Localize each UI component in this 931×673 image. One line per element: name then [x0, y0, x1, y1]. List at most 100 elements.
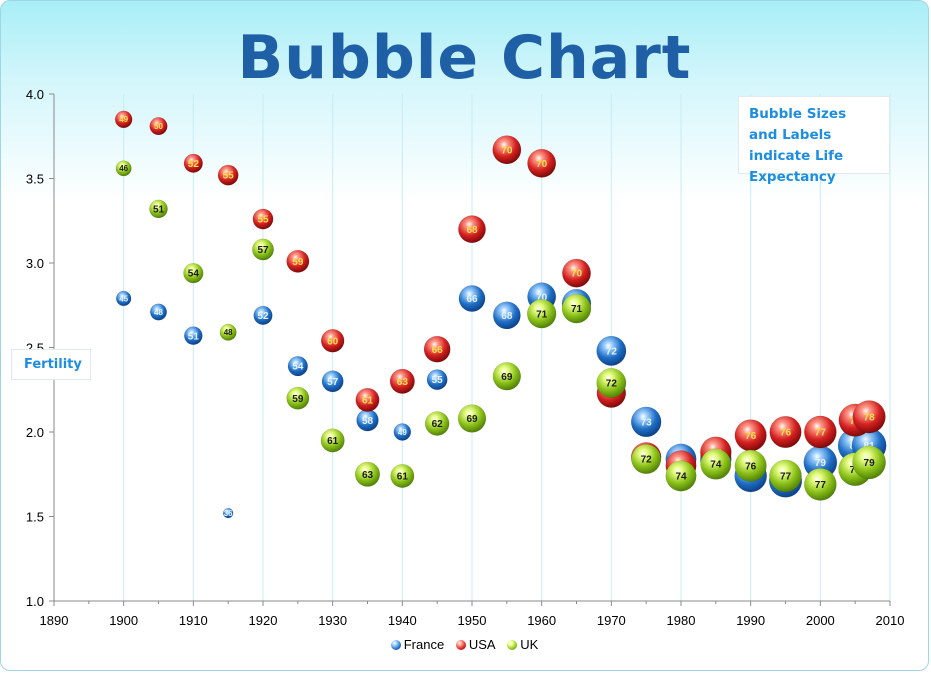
bubble-label-usa: 66	[432, 345, 444, 356]
bubble-usa	[852, 400, 886, 434]
bubble-uk	[354, 461, 381, 487]
bubble-label-uk: 72	[641, 455, 653, 466]
x-tick-label: 1900	[109, 613, 138, 628]
bubble-uk	[320, 428, 345, 453]
legend: France USA UK	[1, 637, 928, 652]
bubble-label-uk: 77	[815, 480, 827, 491]
x-tick-label: 1930	[318, 613, 347, 628]
bubble-usa	[562, 258, 591, 288]
bubble-label-usa: 63	[397, 377, 409, 388]
bubble-label-uk: 48	[224, 328, 233, 337]
bubble-label-usa: 68	[466, 225, 478, 236]
x-tick-label: 1960	[527, 613, 556, 628]
y-tick-label: 1.5	[26, 510, 44, 525]
x-tick-label: 2010	[876, 613, 905, 628]
bubble-france	[492, 301, 521, 330]
bubble-france	[287, 355, 308, 377]
bubble-uk	[665, 460, 697, 492]
bubble-france	[150, 303, 167, 321]
x-tick-label: 1920	[249, 613, 278, 628]
bubble-uk	[252, 238, 274, 261]
bubble-label-france: 73	[641, 417, 653, 428]
bubble-label-usa: 49	[119, 115, 128, 124]
y-tick-label: 2.0	[26, 425, 44, 440]
bubble-label-uk: 72	[606, 379, 618, 390]
legend-label-uk: UK	[520, 637, 539, 652]
bubble-france	[458, 285, 486, 312]
bubble-label-uk: 46	[119, 164, 128, 173]
bubble-label-uk: 59	[292, 394, 304, 405]
legend-label-france: France	[403, 637, 445, 652]
bubble-usa	[492, 135, 522, 165]
bubble-label-france: 70	[536, 292, 548, 303]
y-tick-label: 3.5	[26, 172, 44, 187]
bubble-usa	[527, 148, 557, 178]
bubble-uk	[219, 323, 237, 341]
y-tick-label: 1.0	[26, 594, 44, 609]
x-tick-label: 1890	[40, 613, 69, 628]
bubble-usa	[114, 110, 133, 129]
bubble-label-uk: 69	[501, 372, 513, 383]
bubble-label-uk: 62	[432, 419, 444, 430]
bubble-france	[253, 305, 273, 325]
bubble-uk	[700, 448, 732, 480]
bubble-label-usa: 55	[223, 171, 235, 182]
y-tick-label: 4.0	[26, 87, 44, 102]
bubble-label-uk: 54	[188, 269, 200, 280]
bubble-label-uk: 57	[257, 245, 269, 256]
bubble-label-usa: 61	[362, 395, 374, 406]
bubble-uk	[149, 199, 168, 219]
legend-item-usa: USA	[455, 637, 496, 652]
x-tick-label: 1990	[736, 613, 765, 628]
bubble-usa	[183, 153, 203, 173]
legend-marker-usa	[455, 640, 466, 650]
bubble-label-usa: 50	[154, 122, 163, 131]
bubble-label-usa: 76	[780, 428, 792, 439]
y-tick-label: 3.0	[26, 256, 44, 271]
chart-title: Bubble Chart	[237, 23, 692, 93]
bubble-label-uk: 71	[536, 309, 548, 320]
bubble-label-france: 68	[501, 311, 513, 322]
bubble-label-uk: 69	[466, 414, 478, 425]
bubble-france	[393, 423, 412, 441]
bubble-usa	[423, 335, 451, 363]
bubble-uk	[115, 160, 132, 177]
bubble-label-france: 58	[362, 416, 374, 427]
bubble-label-uk: 61	[327, 436, 339, 447]
bubble-uk	[286, 386, 310, 410]
bubble-usa	[286, 249, 310, 273]
bubble-label-usa: 70	[536, 159, 548, 170]
bubble-label-france: 36	[224, 509, 233, 518]
bubble-label-usa: 60	[327, 336, 339, 347]
bubble-label-usa: 59	[292, 257, 304, 268]
bubble-label-usa: 78	[864, 412, 876, 423]
bubble-uk	[804, 468, 837, 501]
x-tick-label: 1910	[179, 613, 208, 628]
bubble-label-france: 57	[327, 377, 339, 388]
bubble-france	[596, 335, 627, 366]
x-tick-label: 1950	[458, 613, 487, 628]
bubble-uk	[561, 293, 592, 324]
bubble-label-france: 72	[606, 346, 618, 357]
bubble-label-usa: 55	[257, 215, 269, 226]
bubble-usa	[252, 208, 274, 230]
bubble-uk	[457, 404, 487, 433]
x-tick-label: 1980	[667, 613, 696, 628]
bubble-uk	[526, 299, 557, 329]
chart-annotation: Bubble Sizes and Labels indicate Life Ex…	[738, 96, 890, 185]
bubble-label-usa: 70	[571, 269, 583, 280]
bubble-uk	[631, 444, 662, 475]
bubble-label-uk: 74	[710, 460, 722, 471]
bubble-label-france: 55	[432, 375, 444, 386]
bubble-label-uk: 61	[397, 472, 409, 483]
bubble-label-usa: 70	[501, 145, 513, 156]
bubble-usa	[149, 117, 168, 136]
bubble-uk	[424, 411, 450, 436]
bubble-france	[115, 290, 132, 307]
bubble-label-usa: 77	[815, 428, 827, 439]
bubble-france	[222, 507, 234, 519]
y-axis-label: Fertility	[11, 349, 91, 380]
bubble-label-france: 51	[188, 331, 200, 342]
bubble-usa	[389, 368, 415, 394]
